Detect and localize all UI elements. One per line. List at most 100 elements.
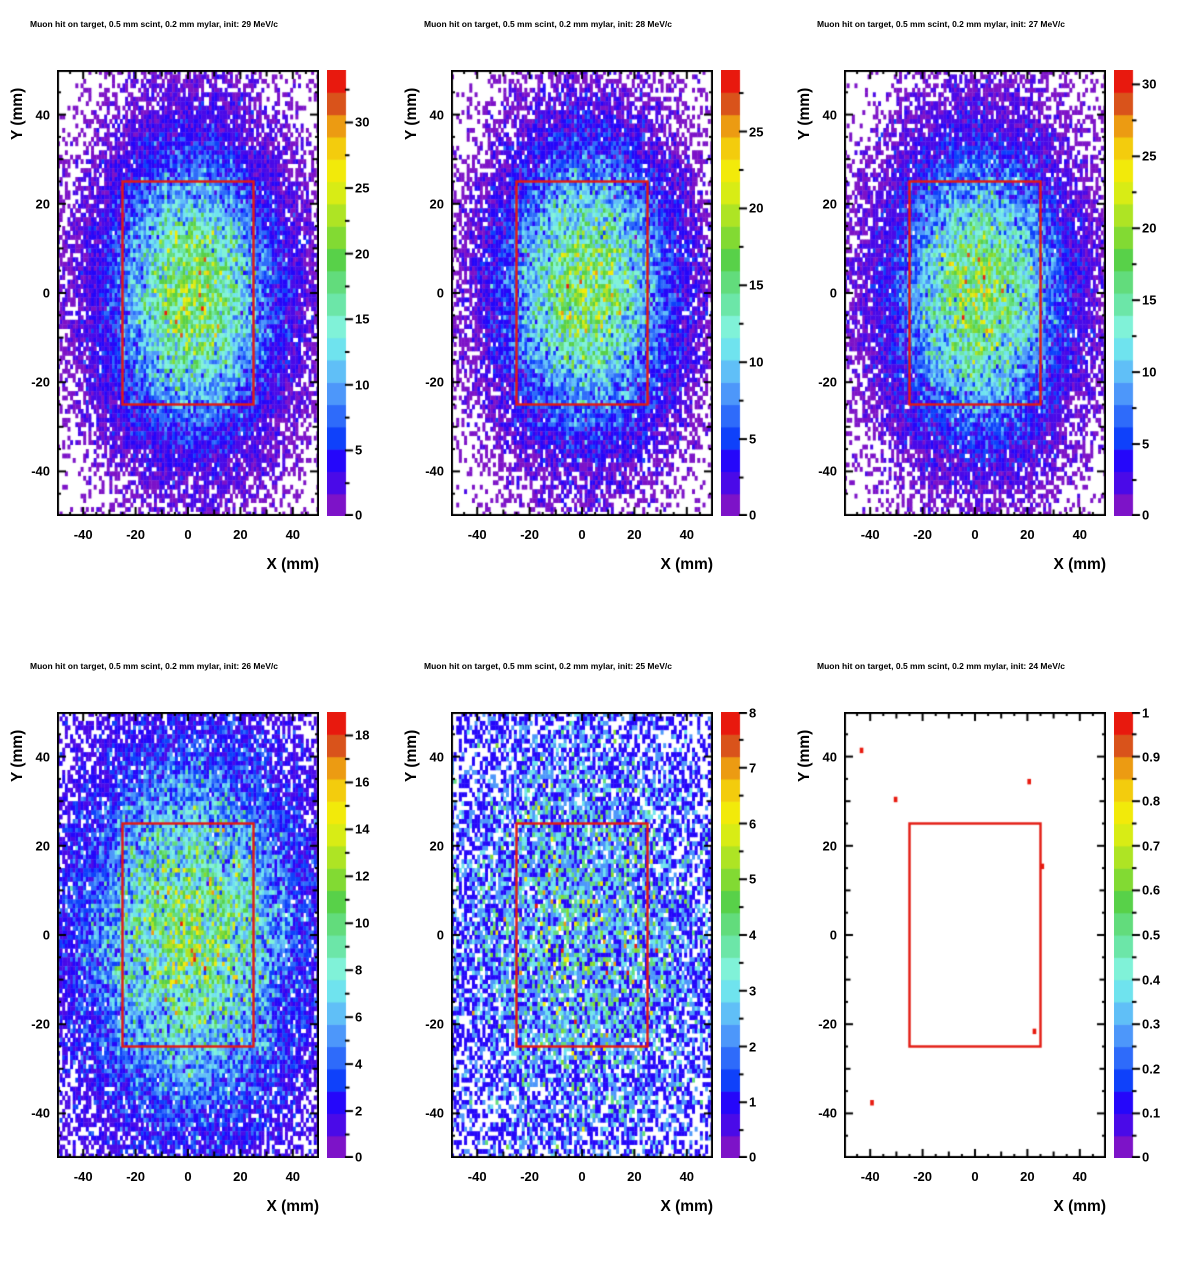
colorbar-tick-label: 3 — [749, 983, 757, 999]
x-tick-label: -40 — [860, 1169, 880, 1184]
colorbar-tick-label: 0.7 — [1142, 838, 1161, 854]
x-tick-label: -40 — [73, 527, 93, 542]
colorbar — [327, 70, 354, 516]
y-tick-label: 0 — [436, 285, 444, 301]
x-axis-label: X (mm) — [1053, 556, 1106, 573]
plot-title: Muon hit on target, 0.5 mm scint, 0.2 mm… — [817, 661, 1065, 671]
colorbar — [721, 70, 748, 516]
colorbar-tick-label: 12 — [355, 868, 370, 884]
colorbar-tick-label: 0.2 — [1142, 1061, 1161, 1077]
colorbar-tick-label: 0 — [749, 507, 757, 523]
x-tick-label: -20 — [126, 527, 145, 542]
x-tick-label: 0 — [971, 1169, 979, 1184]
colorbar-tick-label: 0 — [355, 507, 363, 523]
colorbar-tick-label: 4 — [749, 927, 757, 943]
colorbar-tick-label: 1 — [749, 1094, 757, 1110]
y-tick-label: 20 — [822, 838, 837, 854]
x-tick-label: 40 — [285, 527, 301, 542]
histogram-panel-26mevc: Muon hit on target, 0.5 mm scint, 0.2 mm… — [0, 642, 394, 1281]
y-tick-label: 40 — [429, 107, 444, 123]
histogram-panel-25mevc: Muon hit on target, 0.5 mm scint, 0.2 mm… — [394, 642, 788, 1281]
x-tick-label: 0 — [184, 527, 192, 542]
heatmap-canvas — [57, 70, 319, 516]
y-tick-label: 40 — [35, 107, 50, 123]
y-axis-label: Y (mm) — [796, 729, 813, 782]
heatmap-canvas — [844, 712, 1106, 1158]
y-tick-label: -40 — [818, 1105, 837, 1121]
colorbar-tick-label: 0.9 — [1142, 749, 1161, 765]
colorbar — [327, 712, 354, 1158]
y-tick-label: 20 — [822, 196, 837, 212]
y-tick-label: 20 — [35, 838, 50, 854]
colorbar-tick-label: 30 — [1142, 76, 1157, 92]
x-tick-label: 40 — [679, 1169, 695, 1184]
colorbar-tick-label: 10 — [1142, 364, 1157, 380]
colorbar-tick-label: 6 — [749, 816, 757, 831]
y-tick-label: -40 — [425, 463, 444, 479]
x-tick-label: 40 — [285, 1169, 301, 1184]
histogram-panel-24mevc: Muon hit on target, 0.5 mm scint, 0.2 mm… — [787, 642, 1181, 1281]
histogram-panel-28mevc: Muon hit on target, 0.5 mm scint, 0.2 mm… — [394, 0, 788, 640]
colorbar-tick-label: 8 — [749, 705, 757, 721]
y-tick-label: 20 — [35, 196, 50, 212]
y-tick-label: -20 — [31, 374, 50, 390]
x-tick-label: -20 — [126, 1169, 145, 1184]
colorbar-tick-label: 20 — [1142, 220, 1157, 236]
colorbar — [1114, 70, 1141, 516]
colorbar-tick-label: 0.6 — [1142, 882, 1161, 898]
colorbar-tick-label: 8 — [355, 962, 363, 978]
x-tick-label: 20 — [1020, 527, 1035, 542]
colorbar-tick-label: 0.1 — [1142, 1105, 1161, 1121]
y-axis-label: Y (mm) — [9, 729, 26, 782]
y-tick-label: 40 — [35, 749, 50, 765]
y-tick-label: 20 — [429, 196, 444, 212]
colorbar-tick-label: 15 — [749, 277, 764, 293]
y-tick-label: -40 — [818, 463, 837, 479]
x-tick-label: 40 — [1072, 527, 1088, 542]
colorbar-tick-label: 0.5 — [1142, 927, 1161, 943]
x-tick-label: 20 — [1020, 1169, 1035, 1184]
colorbar-tick-label: 5 — [355, 442, 363, 458]
colorbar-tick-label: 0 — [1142, 507, 1150, 523]
y-tick-label: 0 — [42, 285, 50, 301]
y-tick-label: 40 — [822, 107, 837, 123]
plot-title: Muon hit on target, 0.5 mm scint, 0.2 mm… — [817, 19, 1065, 29]
y-axis-label: Y (mm) — [403, 729, 420, 782]
colorbar-tick-label: 15 — [355, 311, 370, 327]
colorbar-tick-label: 7 — [749, 760, 757, 776]
x-tick-label: 0 — [971, 527, 979, 542]
colorbar-tick-label: 2 — [749, 1039, 757, 1054]
x-tick-label: -40 — [860, 527, 880, 542]
y-axis-label: Y (mm) — [403, 87, 420, 140]
y-tick-label: 40 — [822, 749, 837, 765]
y-tick-label: 0 — [829, 285, 837, 301]
colorbar-tick-label: 1 — [1142, 705, 1150, 721]
y-tick-label: 40 — [429, 749, 444, 765]
x-tick-label: -20 — [520, 527, 539, 542]
x-tick-label: -40 — [467, 1169, 487, 1184]
x-axis-label: X (mm) — [660, 556, 713, 573]
x-tick-label: 40 — [679, 527, 695, 542]
y-tick-label: 20 — [429, 838, 444, 854]
plot-title: Muon hit on target, 0.5 mm scint, 0.2 mm… — [424, 661, 672, 671]
colorbar-tick-label: 0.4 — [1142, 972, 1161, 988]
plot-title: Muon hit on target, 0.5 mm scint, 0.2 mm… — [30, 19, 278, 29]
heatmap-canvas — [844, 70, 1106, 516]
colorbar-tick-label: 14 — [355, 821, 370, 837]
x-tick-label: -20 — [913, 1169, 932, 1184]
y-axis-label: Y (mm) — [796, 87, 813, 140]
x-tick-label: -20 — [520, 1169, 539, 1184]
colorbar-tick-label: 5 — [749, 871, 757, 887]
y-tick-label: 0 — [42, 927, 50, 943]
colorbar-tick-label: 15 — [1142, 292, 1157, 308]
colorbar-tick-label: 10 — [749, 354, 764, 370]
colorbar-tick-label: 18 — [355, 727, 370, 743]
y-axis-label: Y (mm) — [9, 87, 26, 140]
y-tick-label: -40 — [425, 1105, 444, 1121]
colorbar-tick-label: 25 — [749, 124, 764, 140]
y-tick-label: -40 — [31, 1105, 50, 1121]
histogram-panel-29mevc: Muon hit on target, 0.5 mm scint, 0.2 mm… — [0, 0, 394, 640]
colorbar-tick-label: 25 — [355, 180, 370, 196]
colorbar-tick-label: 0 — [355, 1149, 363, 1165]
colorbar-tick-label: 30 — [355, 114, 370, 130]
